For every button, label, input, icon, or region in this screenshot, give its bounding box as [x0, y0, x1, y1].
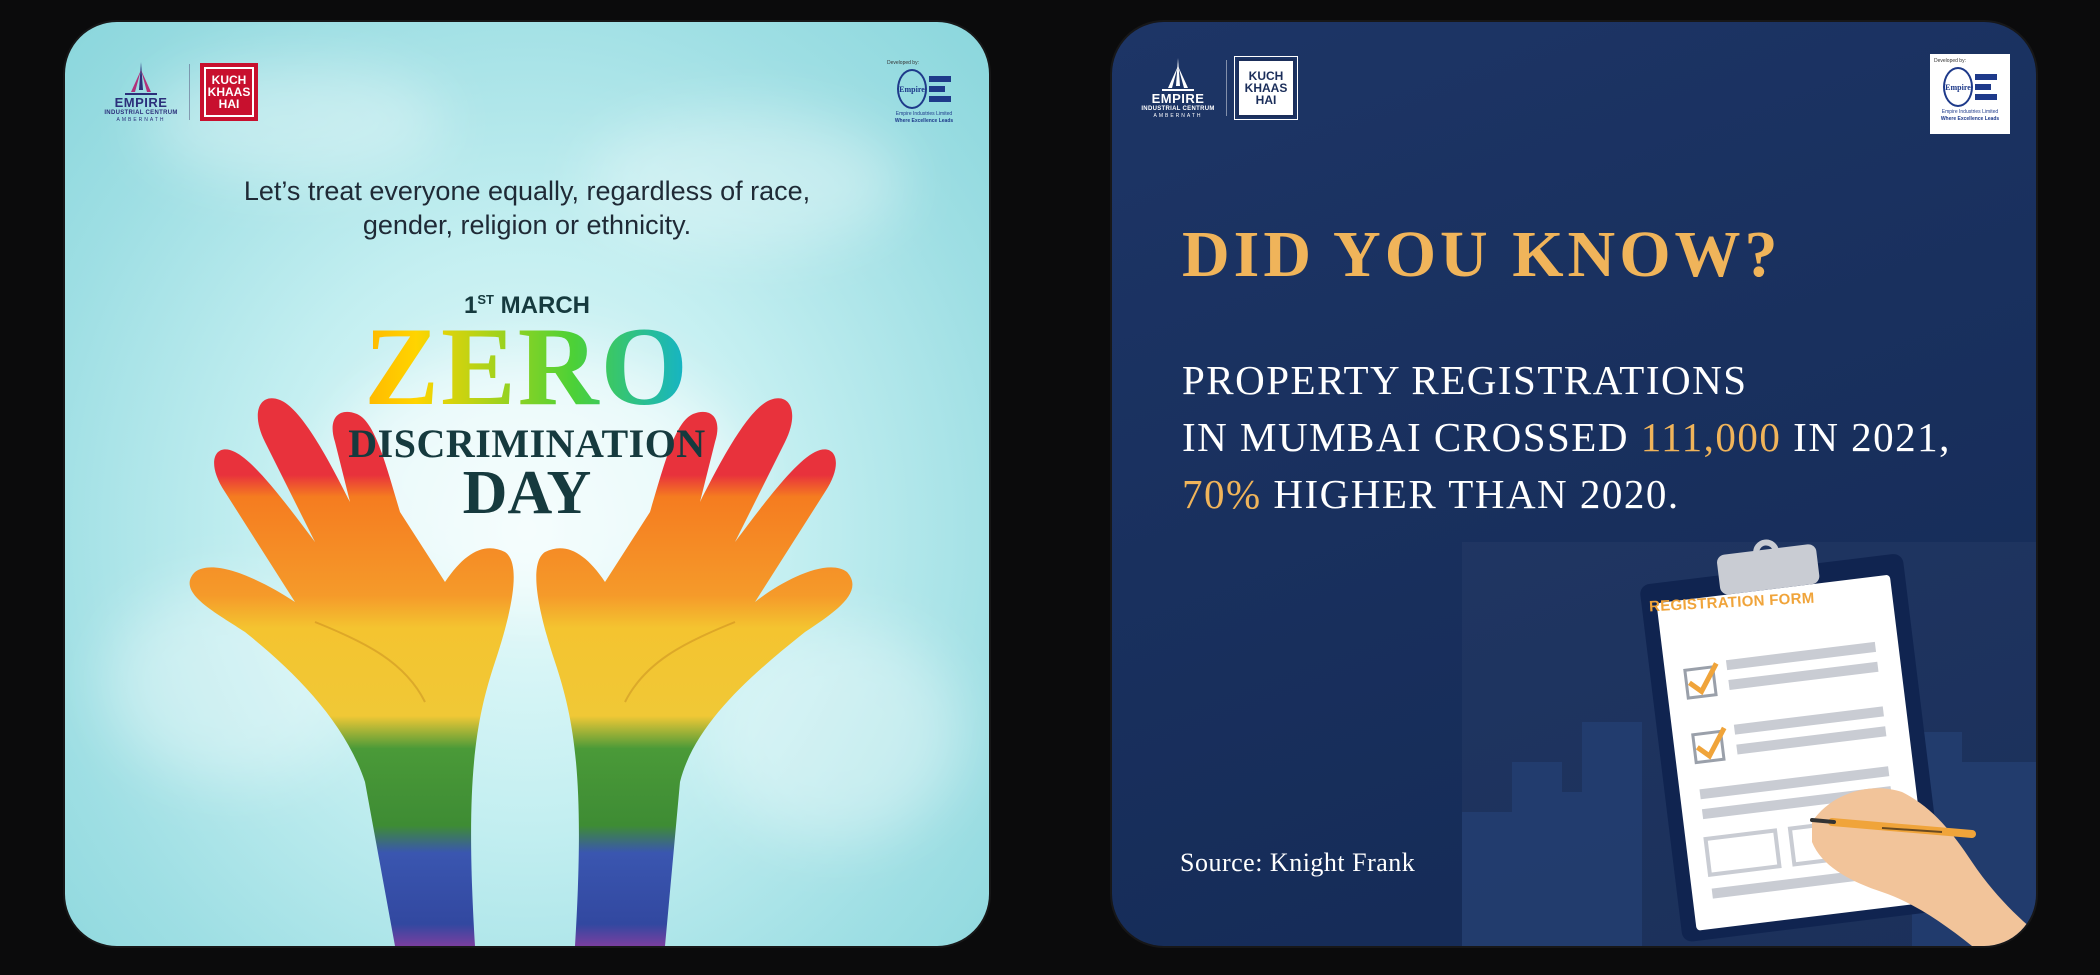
date-month: MARCH	[500, 292, 590, 319]
brand-logos: EMPIRE INDUSTRIAL CENTRUM AMBERNATH KUCH…	[103, 60, 258, 124]
developer-tagline: Where Excellence Leads	[894, 118, 954, 124]
empire-industries-logo: Empire	[887, 69, 961, 109]
zero-discrimination-day-card: EMPIRE INDUSTRIAL CENTRUM AMBERNATH KUCH…	[65, 22, 989, 946]
title-discrimination: DISCRIMINATION	[348, 421, 706, 466]
date-day: 1	[464, 292, 478, 319]
kuch-khaas-hai-logo: KUCH KHAAS HAI	[1234, 56, 1298, 120]
fact-line3-post: HIGHER THAN 2020.	[1261, 471, 1680, 517]
brand-divider	[189, 64, 190, 120]
kuch-line3: HAI	[218, 97, 240, 111]
empire-sub: INDUSTRIAL CENTRUM	[104, 110, 178, 116]
source-citation: Source: Knight Frank	[1180, 848, 1416, 877]
date-suffix: ST	[477, 292, 494, 307]
kuch-khaas-hai-logo: KUCH KHAAS HAI	[200, 63, 258, 121]
empire-name: EMPIRE	[1151, 91, 1205, 106]
empire-name: EMPIRE	[114, 95, 168, 110]
tagline-line2: gender, religion or ethnicity.	[362, 210, 692, 240]
registration-form-illustration	[1462, 539, 2036, 946]
fact-line3: 70% HIGHER THAN 2020.	[1182, 466, 1951, 523]
fact-line2-post: IN 2021,	[1781, 414, 1951, 460]
developer-mark: Empire	[897, 69, 927, 109]
brand-logos: EMPIRE INDUSTRIAL CENTRUM AMBERNATH KUCH…	[1140, 56, 1298, 120]
empire-sub: INDUSTRIAL CENTRUM	[1141, 106, 1215, 112]
event-date: 1ST MARCH	[65, 292, 989, 320]
developer-name: Empire Industries Limited	[895, 111, 953, 117]
empire-tower-icon	[125, 62, 157, 95]
empire-industries-logo: Empire	[1934, 67, 2006, 107]
developer-mark: Empire	[1943, 67, 1973, 107]
developer-badge: Developed by: Empire Empire Industries L…	[887, 60, 961, 125]
brand-divider	[1226, 60, 1227, 116]
tagline-line1: Let’s treat everyone equally, regardless…	[243, 176, 811, 206]
empire-location: AMBERNATH	[116, 117, 166, 123]
rainbow-hands-illustration	[189, 398, 853, 946]
fact-line2-pre: IN MUMBAI CROSSED	[1182, 414, 1641, 460]
tagline: Let’s treat everyone equally, regardless…	[65, 174, 989, 242]
fact-line1: PROPERTY REGISTRATIONS	[1182, 357, 1748, 403]
kuch-line2: KHAAS	[207, 85, 251, 99]
fact-line2: IN MUMBAI CROSSED 111,000 IN 2021,	[1182, 409, 1951, 466]
fact-registrations-count: 111,000	[1640, 414, 1782, 460]
developer-tagline: Where Excellence Leads	[1940, 116, 2000, 122]
developer-bars-icon	[1975, 74, 1997, 100]
title-day: DAY	[462, 459, 592, 527]
headline: DID YOU KNOW?	[1182, 218, 1782, 291]
fact-text: PROPERTY REGISTRATIONS IN MUMBAI CROSSED…	[1182, 352, 1951, 523]
developer-badge: Developed by: Empire Empire Industries L…	[1930, 54, 2010, 134]
fact-growth-percent: 70%	[1182, 471, 1262, 517]
title-zero: ZERO	[65, 307, 989, 427]
developer-bars-icon	[929, 76, 951, 102]
kuch-line2: KHAAS	[1244, 81, 1288, 95]
kuch-line1: KUCH	[1248, 69, 1284, 83]
developer-label: Developed by:	[887, 60, 919, 66]
developer-label: Developed by:	[1934, 58, 1966, 64]
empire-location: AMBERNATH	[1153, 113, 1203, 119]
developer-name: Empire Industries Limited	[1941, 109, 1999, 115]
did-you-know-card: REGISTRATION FORM EMPIRE INDUSTRIAL CENT…	[1112, 22, 2036, 946]
empire-logo: EMPIRE INDUSTRIAL CENTRUM AMBERNATH	[1140, 56, 1216, 120]
empire-logo: EMPIRE INDUSTRIAL CENTRUM AMBERNATH	[103, 60, 179, 124]
kuch-line1: KUCH	[211, 73, 247, 87]
empire-tower-icon	[1162, 58, 1194, 91]
kuch-line3: HAI	[1255, 93, 1277, 107]
